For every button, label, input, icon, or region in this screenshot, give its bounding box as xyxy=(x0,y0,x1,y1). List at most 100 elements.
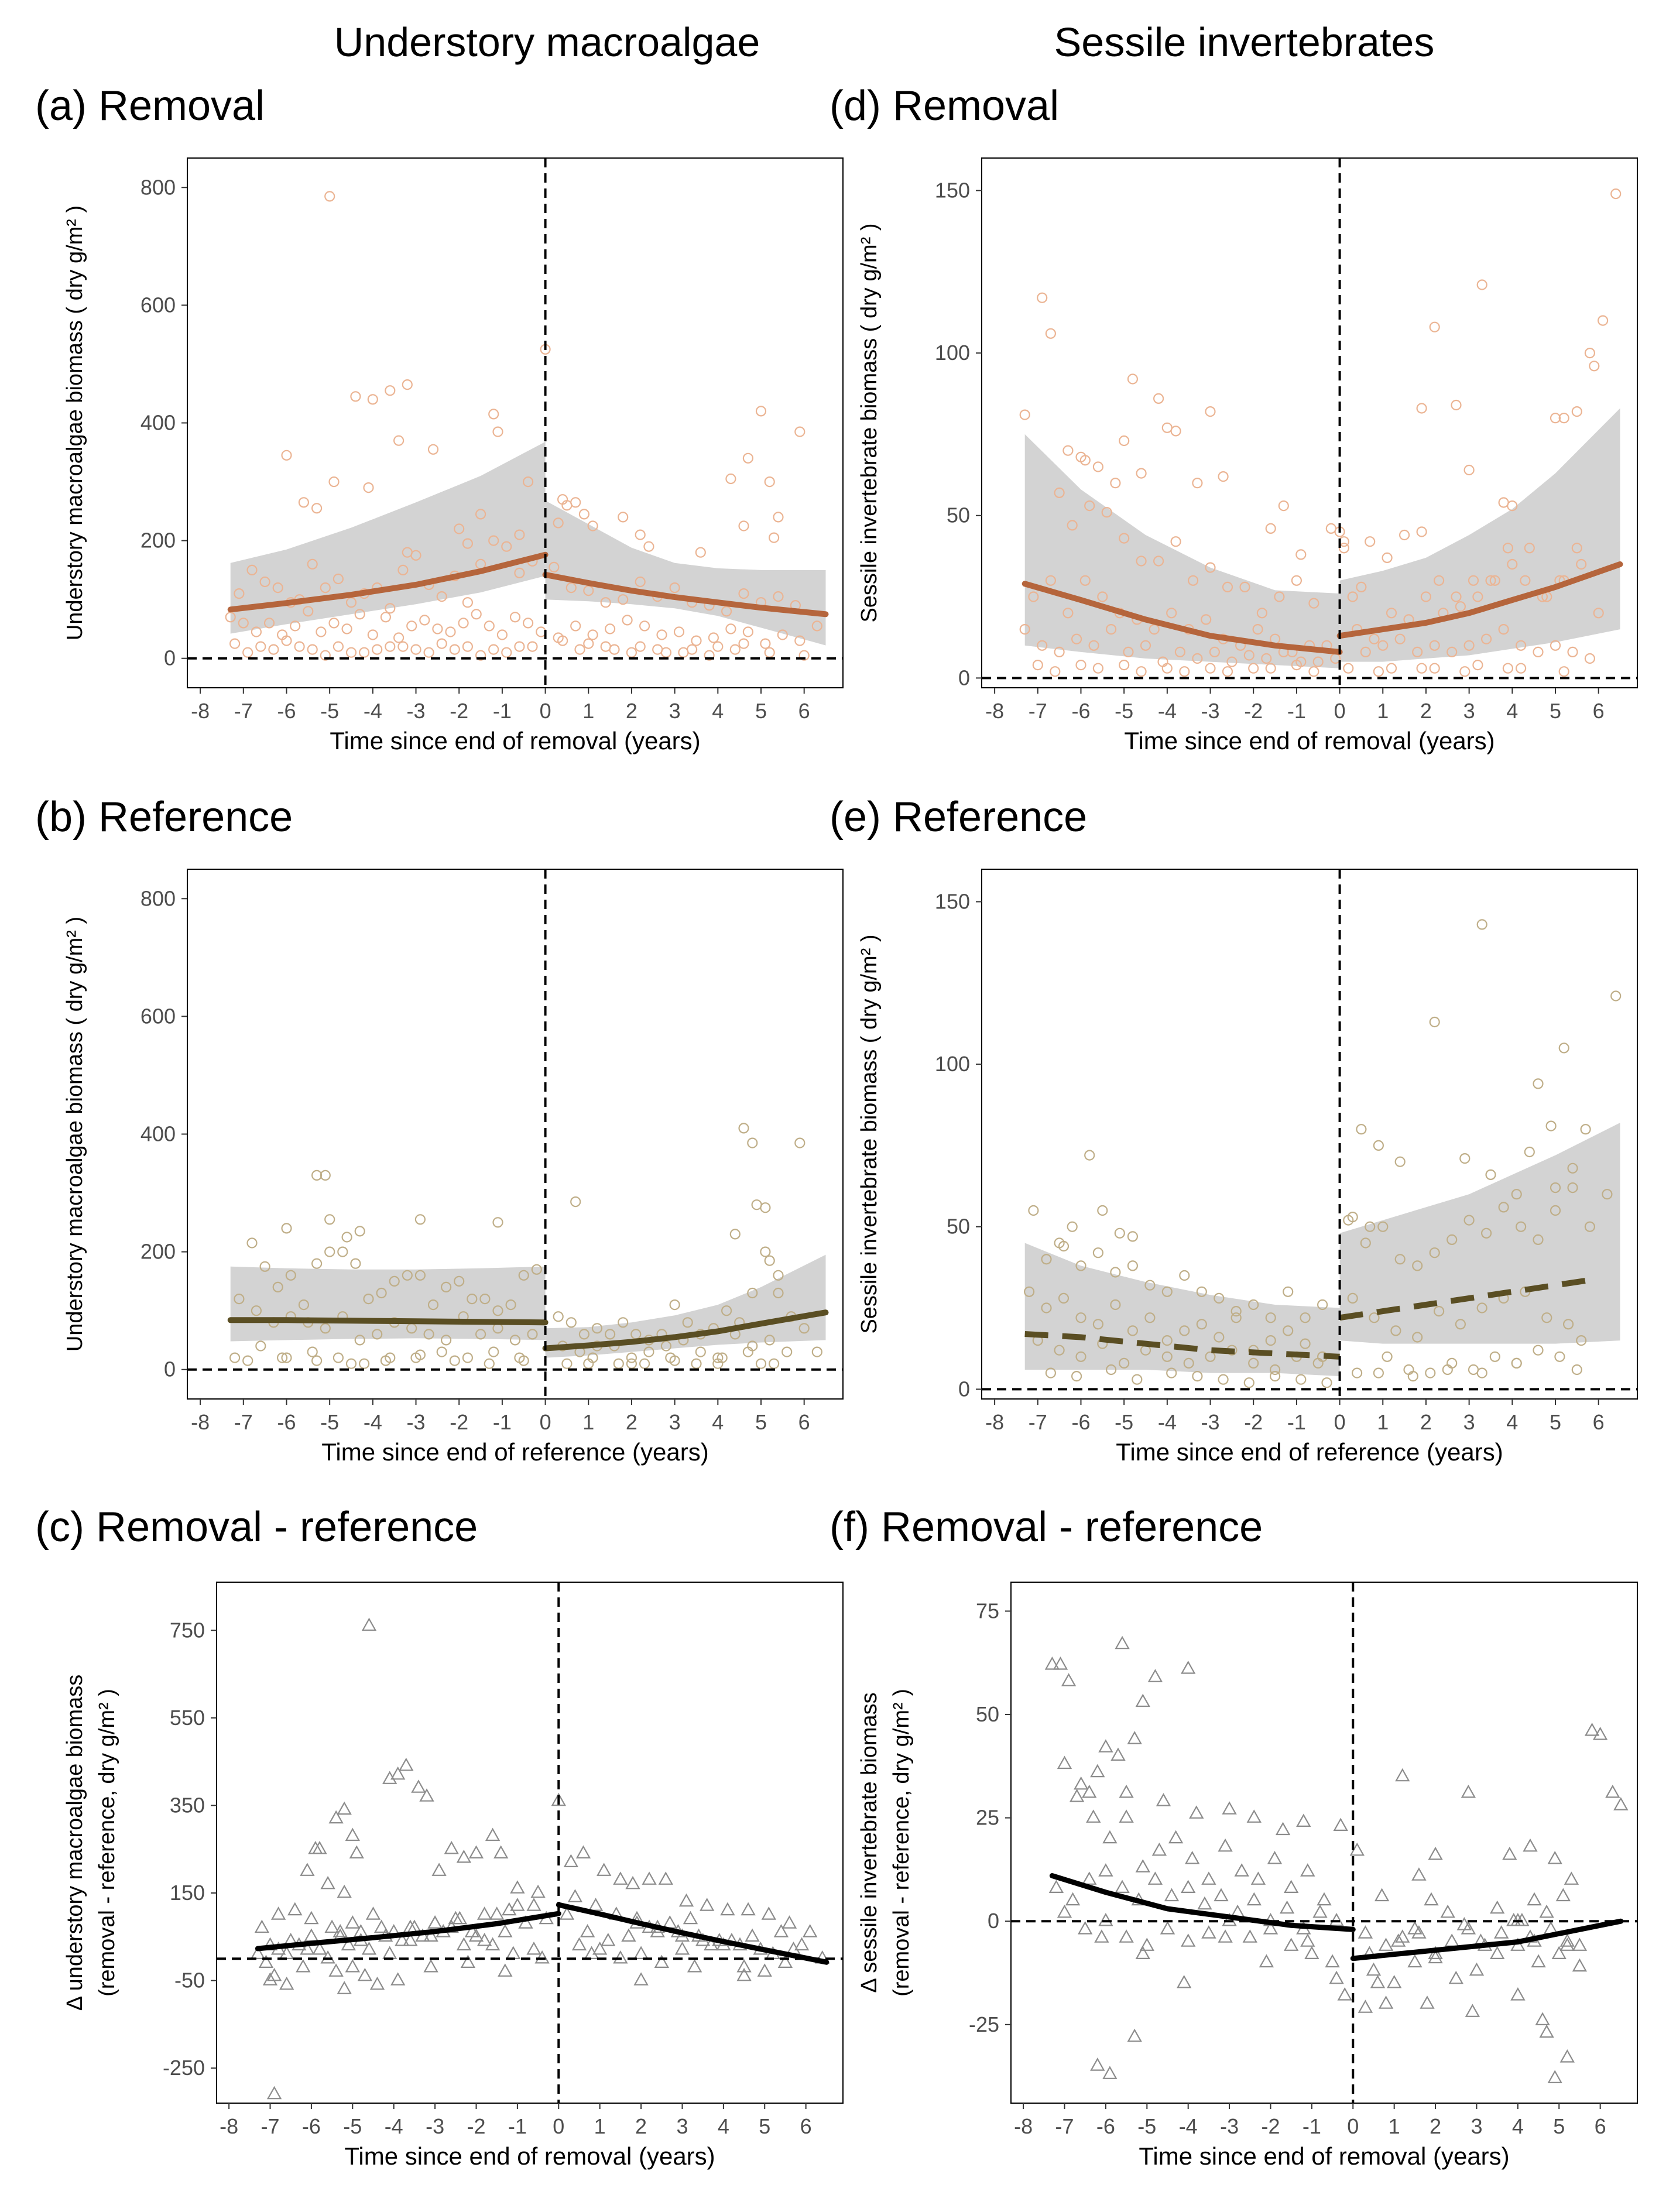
data-point xyxy=(1472,659,1483,671)
data-point xyxy=(742,626,754,637)
data-point xyxy=(583,1358,594,1369)
data-point xyxy=(549,561,560,573)
data-point xyxy=(1338,543,1350,554)
data-point xyxy=(410,644,421,655)
data-point xyxy=(1370,1974,1386,1988)
plot-area xyxy=(250,1617,830,2100)
data-point xyxy=(1123,646,1134,658)
data-point xyxy=(1074,1776,1089,1790)
data-point xyxy=(462,538,474,549)
x-tick-label: 0 xyxy=(1347,2114,1359,2138)
panel-f: (f) Removal - reference Δ sessile invert… xyxy=(829,1503,1649,2200)
y-axis-label: Δ sessile invertebrate biomass xyxy=(857,1692,882,1992)
data-point xyxy=(1242,1929,1257,1943)
data-point xyxy=(1045,1367,1056,1378)
data-point xyxy=(1181,1661,1196,1674)
data-point xyxy=(373,1919,389,1933)
data-point xyxy=(695,1346,706,1357)
y-axis-label-secondary: (removal - reference, dry g/m² ) xyxy=(889,1689,914,1997)
data-point xyxy=(591,1323,603,1334)
data-point xyxy=(251,1305,262,1316)
data-point xyxy=(1485,1169,1496,1181)
data-point xyxy=(1127,1231,1139,1242)
data-point xyxy=(570,497,581,508)
data-point xyxy=(1442,1364,1453,1376)
data-point xyxy=(700,1898,715,1911)
data-point xyxy=(333,573,344,585)
data-point xyxy=(1048,1880,1064,1893)
data-point xyxy=(794,426,805,437)
data-point xyxy=(254,1919,270,1933)
data-point xyxy=(1533,1234,1544,1246)
data-point xyxy=(781,1915,797,1929)
column-title-invertebrates: Sessile invertebrates xyxy=(1054,19,1435,65)
x-tick-label: -4 xyxy=(364,699,382,723)
x-tick-label: -6 xyxy=(277,1410,296,1434)
data-point xyxy=(777,629,788,640)
data-point xyxy=(320,650,331,661)
data-point xyxy=(358,647,370,658)
data-point xyxy=(485,1937,501,1951)
x-tick-label: 6 xyxy=(1595,2114,1606,2138)
y-axis-label: Sessile invertebrate biomass ( dry g/m² … xyxy=(857,223,882,622)
data-point xyxy=(1019,623,1030,635)
data-point xyxy=(304,1911,319,1925)
x-tick-label: -5 xyxy=(1115,1410,1133,1434)
y-tick-label: 200 xyxy=(140,529,176,553)
data-point xyxy=(708,632,719,643)
x-tick-label: 4 xyxy=(1506,699,1518,723)
data-point xyxy=(1291,575,1302,586)
data-point xyxy=(534,1950,550,1964)
data-point xyxy=(1078,1921,1093,1935)
data-point xyxy=(578,509,590,520)
data-point xyxy=(1321,1377,1332,1388)
data-point xyxy=(402,1270,413,1281)
data-point xyxy=(1551,1946,1567,1959)
data-point xyxy=(1455,1319,1466,1330)
data-point xyxy=(493,1845,509,1858)
data-point xyxy=(320,1170,331,1181)
data-point xyxy=(1463,1215,1475,1226)
data-point xyxy=(1057,1904,1072,1918)
x-tick-label: -5 xyxy=(1137,2114,1156,2138)
data-point xyxy=(1119,533,1130,544)
data-point xyxy=(1136,666,1147,677)
data-point xyxy=(1119,1784,1134,1798)
data-point xyxy=(625,1875,640,1889)
data-point xyxy=(1082,1871,1097,1885)
data-point xyxy=(492,1217,503,1228)
data-point xyxy=(1429,1247,1440,1258)
data-point xyxy=(660,1340,672,1352)
data-point xyxy=(760,638,771,649)
data-point xyxy=(1373,1140,1384,1151)
data-point xyxy=(1284,1880,1299,1893)
data-point xyxy=(747,1137,758,1148)
data-point xyxy=(1333,1817,1348,1831)
x-tick-label: -4 xyxy=(1158,1410,1177,1434)
x-tick-label: -1 xyxy=(1287,699,1306,723)
data-point xyxy=(1535,2012,1550,2025)
data-point xyxy=(1394,633,1406,644)
data-point xyxy=(341,623,352,635)
data-point xyxy=(1094,1929,1109,1943)
data-point xyxy=(721,1305,732,1316)
data-point xyxy=(1057,1755,1072,1769)
data-point xyxy=(311,1355,323,1366)
y-axis-label: Sessile invertebrate biomass ( dry g/m² … xyxy=(857,934,882,1333)
data-point xyxy=(794,1137,805,1148)
data-point xyxy=(1181,1880,1196,1893)
data-point xyxy=(300,1863,315,1876)
data-point xyxy=(506,1946,521,1959)
data-point xyxy=(745,1928,760,1942)
data-point xyxy=(1382,1351,1393,1362)
data-point xyxy=(1201,1871,1216,1885)
data-point xyxy=(1119,435,1130,447)
data-point xyxy=(1102,2066,1118,2079)
data-point xyxy=(1451,591,1462,602)
data-point xyxy=(639,620,650,632)
data-point xyxy=(1602,1189,1613,1200)
data-point xyxy=(1386,608,1397,619)
x-tick-label: 3 xyxy=(676,2114,688,2138)
x-tick-label: -3 xyxy=(407,1410,426,1434)
data-point xyxy=(1358,2000,1373,2013)
